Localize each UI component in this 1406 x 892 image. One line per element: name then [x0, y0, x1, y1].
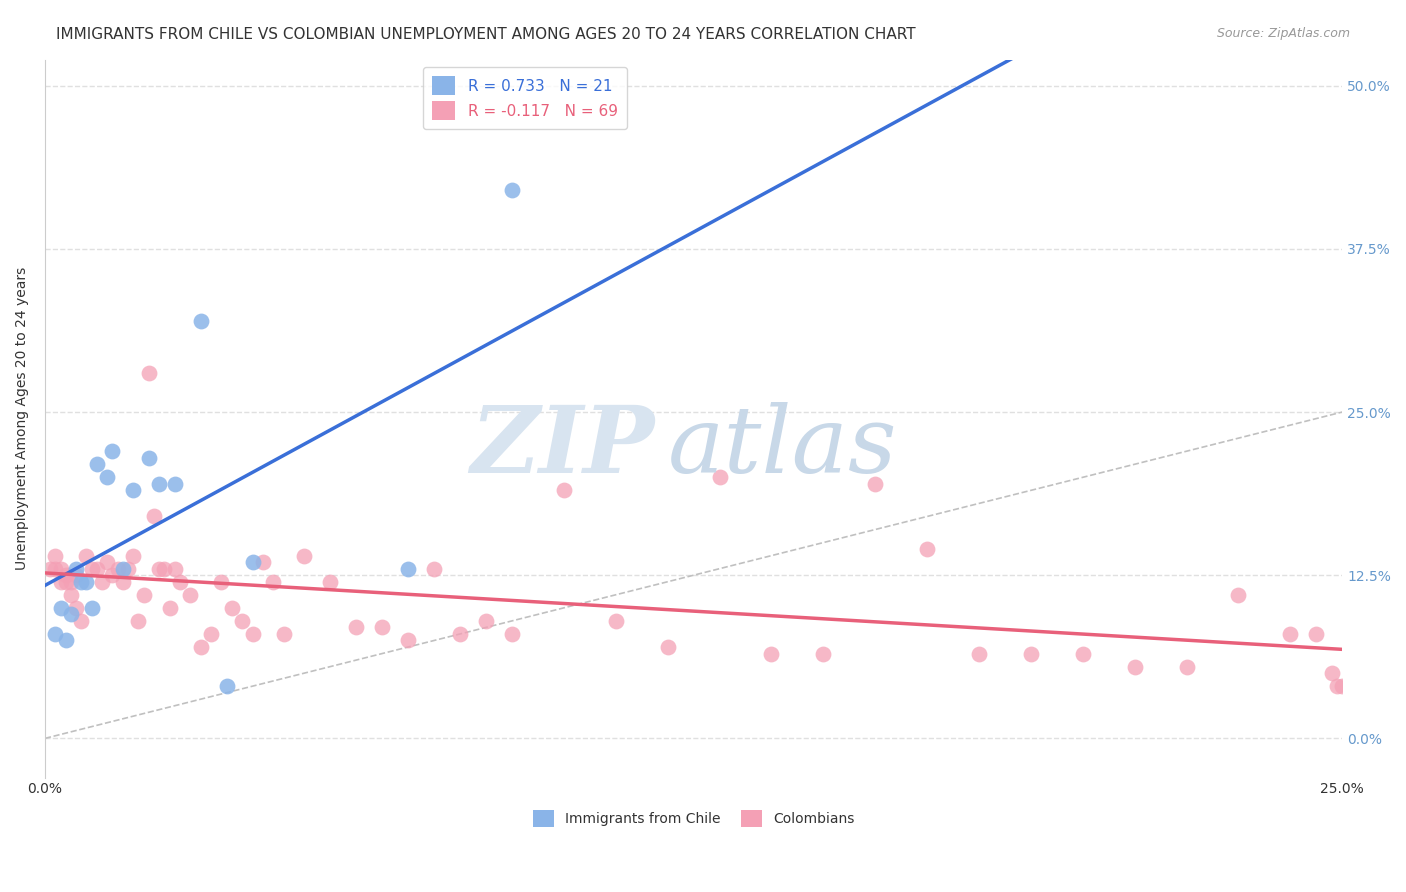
Legend: Immigrants from Chile, Colombians: Immigrants from Chile, Colombians [524, 802, 863, 835]
Point [159, 600, 181, 615]
Point [1227, 588, 1250, 602]
Text: ZIP: ZIP [471, 402, 655, 492]
Point [1175, 659, 1198, 673]
Point [501, 627, 523, 641]
Point [169, 574, 191, 589]
Point [44, 627, 66, 641]
Point [190, 640, 212, 654]
Point [86, 457, 108, 471]
Point [70, 614, 93, 628]
Point [76, 574, 98, 589]
Point [1331, 679, 1354, 693]
Point [59, 588, 82, 602]
Point [91, 574, 114, 589]
Point [80, 562, 103, 576]
Point [96, 555, 118, 569]
Point [117, 562, 139, 576]
Point [423, 562, 446, 576]
Point [605, 614, 627, 628]
Point [122, 549, 145, 563]
Point [127, 614, 149, 628]
Point [101, 568, 124, 582]
Point [59, 607, 82, 622]
Point [319, 574, 342, 589]
Y-axis label: Unemployment Among Ages 20 to 24 years: Unemployment Among Ages 20 to 24 years [15, 267, 30, 570]
Point [39, 562, 62, 576]
Point [101, 444, 124, 458]
Point [967, 647, 990, 661]
Point [55, 574, 77, 589]
Point [344, 620, 367, 634]
Point [49, 600, 72, 615]
Point [163, 476, 186, 491]
Point [242, 555, 264, 569]
Point [1320, 666, 1343, 681]
Point [190, 313, 212, 327]
Point [371, 620, 394, 634]
Point [396, 633, 419, 648]
Point [179, 588, 201, 602]
Point [44, 562, 66, 576]
Point [709, 470, 731, 484]
Point [55, 633, 77, 648]
Point [44, 549, 66, 563]
Point [221, 600, 243, 615]
Point [1019, 647, 1042, 661]
Point [294, 549, 316, 563]
Point [122, 483, 145, 498]
Point [55, 568, 77, 582]
Point [49, 574, 72, 589]
Point [163, 562, 186, 576]
Point [80, 600, 103, 615]
Point [65, 600, 87, 615]
Point [86, 562, 108, 576]
Point [132, 588, 155, 602]
Text: atlas: atlas [668, 402, 897, 492]
Point [148, 476, 170, 491]
Point [65, 562, 87, 576]
Point [475, 614, 498, 628]
Point [1071, 647, 1094, 661]
Point [865, 476, 887, 491]
Point [153, 562, 176, 576]
Point [107, 562, 129, 576]
Point [70, 574, 93, 589]
Point [813, 647, 835, 661]
Point [1305, 627, 1327, 641]
Point [1279, 627, 1302, 641]
Point [138, 450, 160, 465]
Point [142, 509, 165, 524]
Point [215, 679, 238, 693]
Point [76, 549, 98, 563]
Point [242, 627, 264, 641]
Point [761, 647, 783, 661]
Point [553, 483, 575, 498]
Text: IMMIGRANTS FROM CHILE VS COLOMBIAN UNEMPLOYMENT AMONG AGES 20 TO 24 YEARS CORREL: IMMIGRANTS FROM CHILE VS COLOMBIAN UNEMP… [56, 27, 915, 42]
Point [273, 627, 295, 641]
Point [148, 562, 170, 576]
Text: Source: ZipAtlas.com: Source: ZipAtlas.com [1216, 27, 1350, 40]
Point [49, 562, 72, 576]
Point [231, 614, 253, 628]
Point [501, 183, 523, 197]
Point [200, 627, 222, 641]
Point [96, 470, 118, 484]
Point [915, 542, 938, 557]
Point [138, 366, 160, 380]
Point [1326, 679, 1348, 693]
Point [65, 568, 87, 582]
Point [111, 562, 134, 576]
Point [396, 562, 419, 576]
Point [59, 574, 82, 589]
Point [111, 574, 134, 589]
Point [252, 555, 274, 569]
Point [262, 574, 284, 589]
Point [657, 640, 679, 654]
Point [1123, 659, 1146, 673]
Point [209, 574, 232, 589]
Point [449, 627, 471, 641]
